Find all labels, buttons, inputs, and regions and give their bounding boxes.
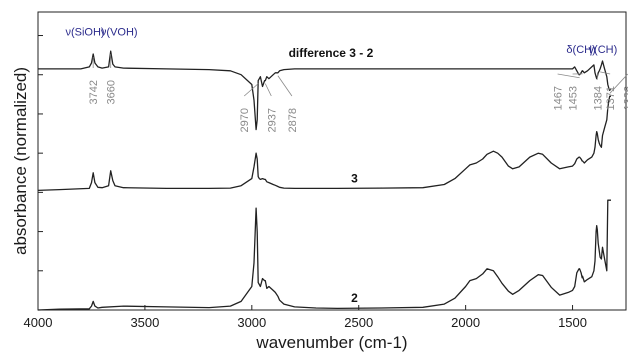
band-annotations: ν(SiOH)ν(VOH) δ(CH)γ(CH) xyxy=(65,27,617,57)
plot-area xyxy=(37,11,627,311)
x-tick-label: 2000 xyxy=(451,315,480,330)
x-tick-label: 1500 xyxy=(558,315,587,330)
curve-label: 3 xyxy=(351,172,358,186)
series-line-0 xyxy=(37,199,611,311)
x-tick-label: 3000 xyxy=(237,315,266,330)
peak-label: 2878 xyxy=(287,108,299,132)
peak-label: 2970 xyxy=(239,108,251,132)
curve-label: difference 3 - 2 xyxy=(289,46,374,60)
series-line-2 xyxy=(38,50,612,131)
band-label: ν(SiOH) xyxy=(65,27,104,39)
curve-label: 2 xyxy=(351,291,358,305)
band-label: γ(CH) xyxy=(589,44,618,56)
x-tick-label: 2500 xyxy=(344,315,373,330)
plot-frame xyxy=(37,11,627,311)
series-layer xyxy=(37,50,612,311)
x-tick-label: 4000 xyxy=(24,315,53,330)
peak-leader xyxy=(264,83,272,97)
peak-annotations: 3742 3660 2970 2937 2878 1467 1453 1384 1371 1326 xyxy=(88,54,628,132)
y-axis-title: absorbance (normalized) xyxy=(11,67,30,255)
peak-leader xyxy=(277,75,293,97)
series-line-1 xyxy=(37,95,611,192)
peak-leader xyxy=(557,73,580,79)
x-axis-title: wavenumber (cm-1) xyxy=(255,333,407,352)
x-tick-label: 3500 xyxy=(130,315,159,330)
x-axis-ticks: 4000 3500 3000 2500 2000 1500 xyxy=(24,305,587,330)
peak-label: 2937 xyxy=(266,108,278,132)
peak-label: 1467 xyxy=(553,86,565,110)
peak-label: 3742 xyxy=(88,80,100,104)
peak-label: 3660 xyxy=(106,80,118,104)
y-axis-ticks xyxy=(38,35,43,272)
band-label: δ(CH) xyxy=(566,44,595,56)
peak-label: 1453 xyxy=(568,86,580,110)
curve-labels: difference 3 - 2 3 2 xyxy=(289,46,374,305)
peak-label: 1371 xyxy=(605,86,617,110)
peak-label: 1326 xyxy=(623,86,628,110)
peak-leader xyxy=(600,71,611,75)
peak-leader xyxy=(243,83,259,97)
peak-label: 1384 xyxy=(592,86,604,110)
peak-leader xyxy=(609,73,628,94)
band-label: ν(VOH) xyxy=(101,27,138,39)
